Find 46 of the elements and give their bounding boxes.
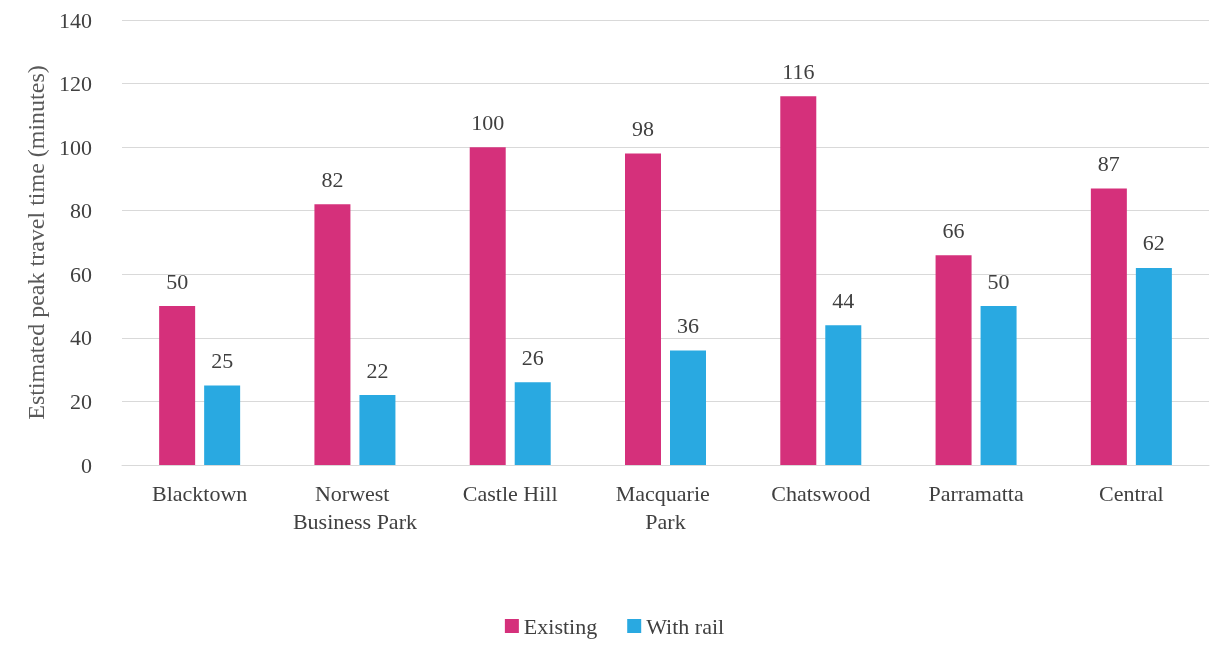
bar [1135, 267, 1172, 465]
bar [469, 147, 506, 465]
data-label: 62 [1142, 230, 1165, 256]
legend-label: Existing [523, 613, 598, 639]
x-tick-label: Parramatta [928, 480, 1024, 506]
data-label: 36 [677, 313, 699, 339]
x-tick-label: Castle Hill [462, 480, 558, 506]
bar [314, 204, 351, 465]
data-label: 87 [1097, 150, 1120, 176]
y-tick-label: 20 [70, 388, 92, 414]
bar [825, 325, 862, 465]
bar [159, 306, 196, 465]
data-label: 44 [832, 287, 855, 313]
bar [514, 382, 551, 465]
bar [1090, 188, 1127, 465]
y-tick-label: 40 [70, 325, 92, 351]
data-label: 22 [366, 357, 389, 383]
y-tick-label: 140 [59, 7, 92, 33]
bar [670, 350, 706, 465]
data-label: 50 [987, 268, 1010, 294]
y-axis-title: Estimated peak travel time (minutes) [23, 65, 50, 420]
legend-label: With rail [646, 613, 725, 639]
bar [935, 255, 972, 465]
bar [625, 153, 661, 465]
bar [780, 96, 817, 465]
data-label: 26 [521, 344, 544, 370]
x-tick-label: Central [1098, 480, 1164, 506]
data-label: 116 [782, 58, 815, 84]
data-label: 100 [471, 109, 505, 135]
data-label: 98 [632, 116, 654, 141]
x-tick-label: Macquarie Park [615, 480, 716, 534]
bar [359, 395, 396, 465]
bar [980, 306, 1017, 465]
y-tick-label: 0 [81, 452, 92, 478]
y-tick-label: 80 [70, 198, 92, 224]
data-label: 50 [166, 268, 189, 294]
data-label: 82 [321, 166, 344, 192]
x-tick-label: Chatswood [771, 480, 871, 506]
y-tick-label: 100 [59, 134, 92, 160]
x-tick-label: Norwest Business Park [292, 480, 417, 534]
bar [204, 385, 241, 465]
y-tick-label: 60 [70, 261, 92, 287]
data-label: 25 [211, 348, 234, 374]
x-tick-label: Blacktown [151, 480, 248, 506]
data-label: 66 [942, 217, 965, 243]
y-tick-label: 120 [59, 71, 92, 97]
